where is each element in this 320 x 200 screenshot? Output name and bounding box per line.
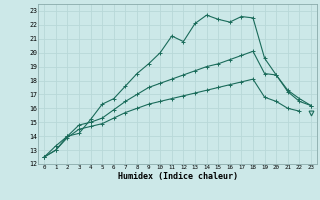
X-axis label: Humidex (Indice chaleur): Humidex (Indice chaleur) bbox=[118, 172, 238, 181]
